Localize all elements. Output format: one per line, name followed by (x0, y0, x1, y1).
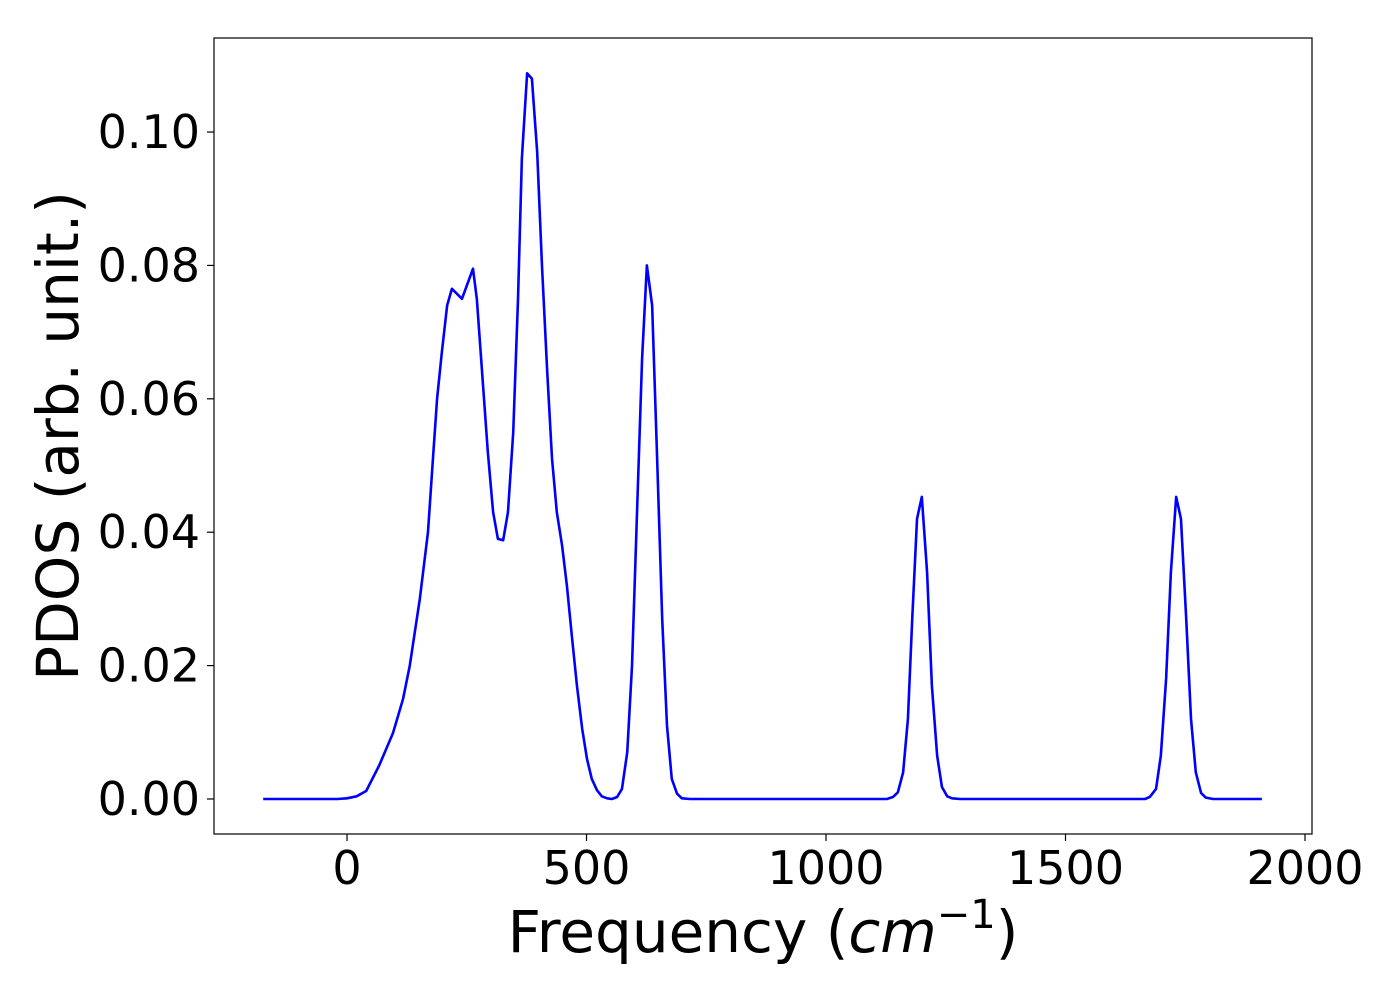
x-tick-label: 2000 (1246, 841, 1363, 895)
plot-frame (213, 37, 1313, 835)
y-tick-label: 0.04 (98, 505, 200, 559)
y-tick-label: 0.06 (98, 372, 200, 426)
y-tick-label: 0.02 (98, 639, 200, 693)
x-tick-label: 500 (543, 841, 631, 895)
x-tick-label: 1500 (1007, 841, 1124, 895)
x-tick-label: 1000 (767, 841, 884, 895)
x-label-part: −1 (937, 892, 996, 938)
x-tick-label: 0 (332, 841, 361, 895)
y-tick-label: 0.00 (98, 772, 200, 826)
x-axis-label: Frequency (cm−1) (508, 892, 1019, 966)
y-tick-label: 0.10 (98, 105, 200, 159)
data-line (263, 72, 1262, 801)
x-label-part: cm (848, 898, 936, 966)
y-tick-label: 0.08 (98, 238, 200, 292)
x-label-part: ) (996, 898, 1019, 966)
y-axis-label: PDOS (arb. unit.) (24, 191, 92, 681)
x-label-part: Frequency ( (508, 898, 849, 966)
